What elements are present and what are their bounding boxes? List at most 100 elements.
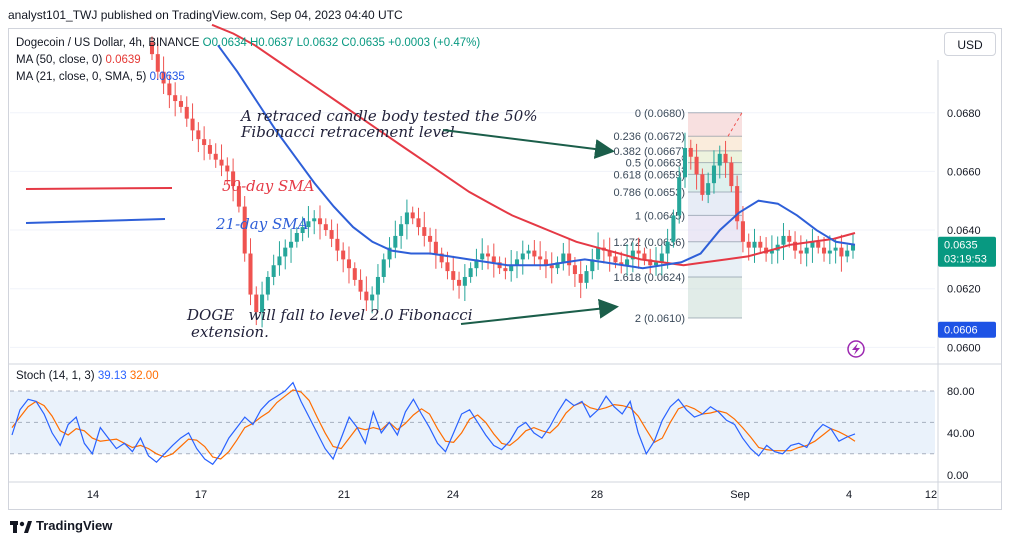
time-tick-label: 17 — [195, 489, 207, 501]
candle-body — [341, 250, 346, 260]
time-tick-label: Sep — [730, 489, 750, 501]
fibonacci-extension-tool[interactable]: 0 (0.0680)0.236 (0.0672)0.382 (0.0667)0.… — [613, 108, 743, 325]
candle-body — [277, 256, 282, 266]
candle-body — [422, 227, 427, 236]
candle-body — [404, 212, 409, 225]
ma21-value: 0.0635 — [149, 71, 185, 83]
candle-body — [781, 235, 786, 245]
annotation-sma50: 50-day SMA — [222, 177, 315, 195]
annotations: A retraced candle body tested the 50% Fi… — [186, 107, 619, 341]
time-tick-label: 14 — [87, 489, 99, 501]
candle-body — [335, 238, 340, 251]
arrow-to-fib-05 — [442, 129, 615, 159]
price-tag-box — [938, 236, 996, 267]
candle-body — [202, 139, 207, 146]
candle-body — [590, 259, 595, 272]
price-tags: 0.0635 03:19:53 0.0606 — [938, 236, 996, 338]
candle-body — [480, 253, 485, 260]
price-tick-label: 0.0620 — [947, 284, 981, 296]
candle-body — [636, 250, 641, 254]
fib-zone — [688, 276, 742, 319]
candle-body — [567, 253, 572, 266]
candle-body — [236, 186, 241, 207]
candle-body — [787, 235, 792, 242]
stoch-k-line — [11, 381, 856, 466]
candle-body — [364, 291, 369, 301]
candle-body — [387, 247, 392, 260]
candlestick-series — [149, 36, 856, 328]
candle-body — [283, 247, 288, 257]
candle-body — [625, 259, 630, 266]
stoch-k-value: 39.13 — [97, 370, 127, 382]
candle-body — [457, 279, 462, 286]
candle-body — [793, 241, 798, 251]
candle-body — [173, 95, 178, 102]
annotation-doge-line2: extension. — [191, 323, 269, 341]
candle-body — [184, 106, 189, 119]
currency-button[interactable]: USD — [944, 32, 996, 56]
stoch-label[interactable]: Stoch (14, 1, 3) — [16, 370, 95, 382]
fib-zone — [688, 136, 742, 151]
tradingview-logo-icon — [10, 520, 32, 533]
candle-body — [746, 241, 751, 248]
annotation-retrace-line1: A retraced candle body tested the 50% — [239, 107, 538, 125]
price-tag-countdown: 03:19:53 — [944, 254, 987, 266]
candle-body — [700, 174, 705, 195]
ma21-label[interactable]: MA (21, close, 0, SMA, 5) — [16, 71, 147, 83]
candle-body — [381, 259, 386, 277]
candle-body — [752, 241, 757, 248]
fib-zone — [688, 191, 742, 216]
candle-body — [543, 259, 548, 266]
fib-zone — [688, 112, 742, 137]
candle-body — [149, 42, 155, 55]
stoch-tick-label: 80.00 — [947, 386, 975, 398]
candle-body — [323, 224, 328, 231]
candle-body — [706, 183, 711, 195]
candle-body — [810, 241, 815, 248]
lightning-icon[interactable] — [847, 340, 865, 358]
fib-level-label: 2 (0.0610) — [635, 313, 685, 325]
candle-body — [839, 247, 844, 257]
tradingview-footer[interactable]: TradingView — [10, 518, 112, 533]
stoch-legend: Stoch (14, 1, 3) 39.13 32.00 — [16, 370, 159, 382]
candle-body — [416, 218, 421, 228]
candle-body — [306, 221, 311, 228]
candle-body — [433, 241, 438, 254]
candle-body — [503, 268, 508, 272]
stoch-tick-label: 0.00 — [947, 470, 968, 482]
fib-zone — [688, 215, 742, 242]
fib-level-label: 0.236 (0.0672) — [613, 131, 685, 143]
candle-body — [468, 268, 473, 277]
time-tick-label: 4 — [846, 489, 852, 501]
candle-body — [161, 71, 166, 84]
fib-level-label: 0 (0.0680) — [635, 108, 685, 120]
candle-body — [804, 247, 809, 254]
publish-line: analyst101_TWJ published on TradingView.… — [8, 8, 403, 22]
candle-body — [207, 145, 212, 154]
sma21-line — [217, 44, 856, 270]
candle-body — [196, 130, 201, 140]
candle-body — [532, 250, 537, 257]
candle-body — [526, 250, 531, 254]
candle-body — [329, 230, 334, 239]
candle-body — [410, 212, 415, 219]
candle-body — [219, 159, 224, 166]
ma50-label[interactable]: MA (50, close, 0) — [16, 54, 103, 66]
symbol-name[interactable]: Dogecoin / US Dollar, 4h, BINANCE — [16, 37, 200, 49]
candle-body — [717, 153, 722, 166]
price-tick-label: 0.0600 — [947, 342, 981, 354]
candle-body — [451, 271, 456, 280]
ma50-value: 0.0639 — [105, 54, 141, 66]
candle-body — [816, 241, 821, 248]
candle-body — [850, 244, 856, 251]
fib-zone — [688, 241, 742, 277]
legend-ma50-row: MA (50, close, 0) 0.0639 — [16, 52, 480, 69]
candle-body — [393, 235, 398, 248]
candle-body — [312, 218, 317, 222]
candle-body — [352, 268, 357, 280]
candle-body — [677, 177, 682, 216]
candle-body — [723, 153, 728, 163]
candle-body — [549, 265, 554, 269]
candle-body — [740, 221, 745, 242]
